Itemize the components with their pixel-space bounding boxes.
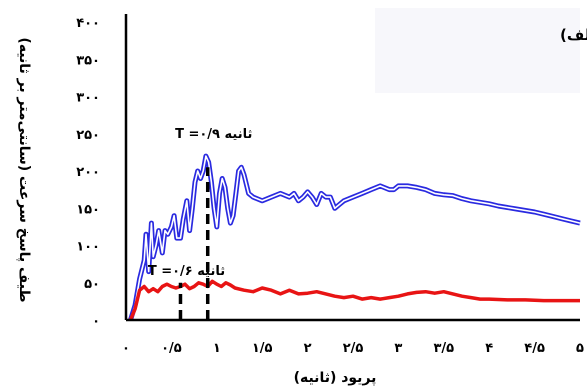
x-tick-label: ۴ <box>485 341 493 356</box>
x-axis-title: پریود (ثانیه) <box>294 370 377 386</box>
x-tick-label: ۲/۵ <box>343 341 364 356</box>
x-tick-label: ۰ <box>122 341 130 356</box>
x-tick-label: ۳/۵ <box>433 341 454 356</box>
period-marker-label: T =۰/۶ ثانیه <box>148 264 225 279</box>
series-layer <box>128 153 581 321</box>
x-tick-label: ۱/۵ <box>252 341 273 356</box>
y-tick-label: ۳۵۰ <box>76 53 100 68</box>
y-tick-label: ۲۵۰ <box>76 128 100 143</box>
y-axis-title: طیف پاسخ سرعت (سانتی‌متر بر ثانیه) <box>16 37 32 302</box>
y-tick-label: ۱۵۰ <box>76 202 100 217</box>
y-tick-label: ۲۰۰ <box>76 165 100 180</box>
series-line-inner <box>129 155 581 321</box>
y-tick-label: ۰ <box>92 314 100 329</box>
y-tick-label: ۱۰۰ <box>76 240 100 255</box>
x-tick-label: ۰/۵ <box>161 341 182 356</box>
x-tick-label: ۵ <box>576 341 584 356</box>
y-tick-label: ۳۰۰ <box>76 91 100 106</box>
panel-label: (الف) <box>560 26 587 44</box>
x-tick-label: ۱ <box>213 341 221 356</box>
series-line <box>128 279 580 321</box>
x-tick-label: ۴/۵ <box>524 341 545 356</box>
x-axis-ticks: ۰ ۰/۵ ۱ ۱/۵ ۲ ۲/۵ ۳ ۳/۵ ۴ ۴/۵ ۵ <box>122 341 584 356</box>
x-tick-label: ۲ <box>304 341 312 356</box>
legend-box <box>375 8 580 93</box>
marker-layer: T =۰/۶ ثانیه T =۰/۹ ثانیه <box>148 127 252 320</box>
y-tick-label: ۵۰ <box>84 277 100 292</box>
y-tick-label: ۴۰۰ <box>76 16 100 31</box>
x-tick-label: ۳ <box>394 341 402 356</box>
period-marker-label: T =۰/۹ ثانیه <box>175 127 252 142</box>
y-axis-ticks: ۰ ۵۰ ۱۰۰ ۱۵۰ ۲۰۰ ۲۵۰ ۳۰۰ ۳۵۰ ۴۰۰ <box>76 16 100 329</box>
